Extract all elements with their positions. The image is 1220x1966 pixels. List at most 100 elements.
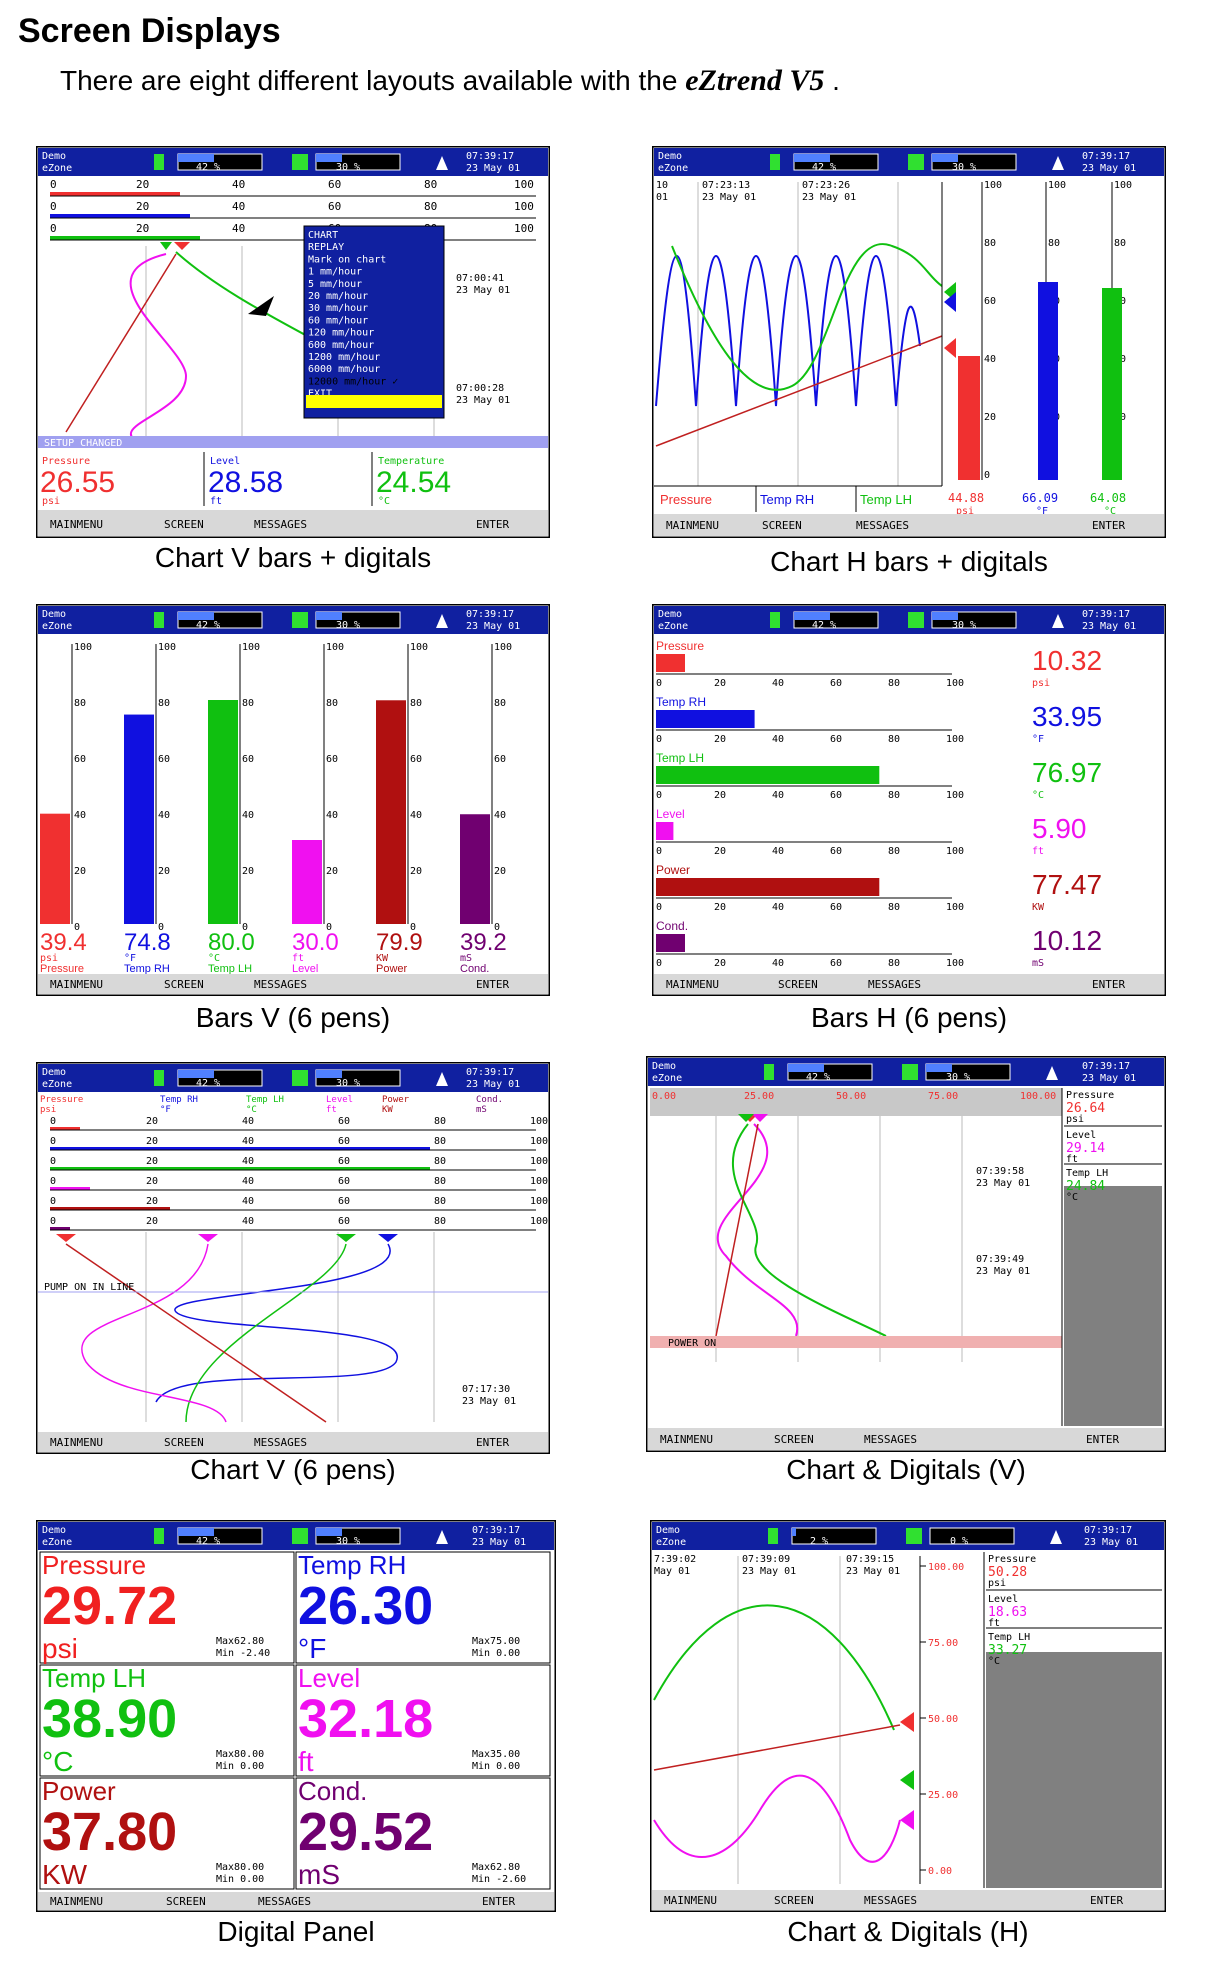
menu-item[interactable]: EXIT — [308, 389, 332, 400]
scale-label: 0 — [494, 922, 500, 933]
menu-item[interactable]: CHART — [308, 230, 338, 241]
scale-label: 100 — [946, 958, 964, 969]
scale-label: 80 — [242, 698, 254, 709]
svg-text:SCREEN: SCREEN — [762, 519, 802, 532]
scale-label: 0 — [656, 958, 662, 969]
svg-text:eZone: eZone — [658, 163, 688, 174]
menu-item[interactable]: 600 mm/hour — [308, 340, 374, 351]
svg-text:SCREEN: SCREEN — [166, 1895, 206, 1908]
svg-text:Level: Level — [988, 1594, 1018, 1605]
bar-label: Cond. — [656, 919, 688, 933]
cell-max: Max62.80 — [472, 1862, 520, 1873]
svg-text:07:00:28: 07:00:28 — [456, 383, 504, 394]
scale-label: 80 — [74, 698, 86, 709]
svg-text:23 May 01: 23 May 01 — [466, 163, 520, 174]
svg-text:MAINMENU: MAINMENU — [50, 978, 103, 991]
svg-text:MESSAGES: MESSAGES — [254, 978, 307, 991]
menu-item[interactable]: 20 mm/hour — [308, 291, 368, 302]
scale-label: 40 — [158, 810, 170, 821]
scale-label: 40 — [326, 810, 338, 821]
scale-label: 80 — [410, 698, 422, 709]
scale-label: 40 — [242, 1116, 254, 1127]
svg-text:0: 0 — [50, 178, 57, 191]
cell-unit: psi — [42, 1633, 78, 1664]
scale-label: 40 — [242, 1216, 254, 1227]
svg-text:07:39:49: 07:39:49 — [976, 1254, 1024, 1265]
scale-label: 50.00 — [836, 1091, 866, 1102]
scale-label: 60 — [338, 1136, 350, 1147]
bar-value: 30.0 — [292, 929, 339, 956]
scale-label: 80 — [326, 698, 338, 709]
svg-text:07:39:17: 07:39:17 — [472, 1525, 520, 1536]
bar-unit: mS — [460, 953, 472, 964]
cell-label: Power — [42, 1776, 116, 1806]
svg-text:100: 100 — [514, 178, 534, 191]
svg-text:Demo: Demo — [656, 1525, 680, 1536]
svg-text:Demo: Demo — [42, 151, 66, 162]
scale-label: 20 — [410, 866, 422, 877]
cell-unit: °F — [298, 1633, 326, 1664]
menu-item[interactable]: 12000 mm/hour ✓ — [308, 376, 398, 387]
menu-item[interactable]: 6000 mm/hour — [308, 364, 380, 375]
svg-text:ENTER: ENTER — [1090, 1894, 1123, 1907]
svg-text:23 May 01: 23 May 01 — [702, 192, 756, 203]
bar-unit: psi — [40, 953, 58, 964]
caption-panel-2: Chart H bars + digitals — [770, 546, 1048, 577]
svg-text:07:39:17: 07:39:17 — [1082, 151, 1130, 162]
cell-min: Min -2.40 — [216, 1648, 270, 1659]
softkey-bar[interactable]: MAINMENU SCREEN MESSAGES ENTER — [38, 510, 548, 536]
bar — [292, 840, 322, 924]
scale-label: 20 — [146, 1216, 158, 1227]
menu-item[interactable]: Mark on chart — [308, 254, 386, 265]
scale-label: 80 — [1114, 238, 1126, 249]
pen-value: 77.47 — [1032, 869, 1102, 900]
softkey-bar[interactable]: MAINMENU SCREEN MESSAGES ENTER — [648, 1428, 1164, 1450]
cell-min: Min -2.60 — [472, 1874, 526, 1885]
scale-label: 0 — [50, 1196, 56, 1207]
scale-label: 100 — [494, 642, 512, 653]
menu-item[interactable]: REPLAY — [308, 242, 344, 253]
scale-label: 100 — [946, 678, 964, 689]
svg-text:Demo: Demo — [42, 1525, 66, 1536]
softkey-bar[interactable]: MAINMENU SCREEN MESSAGES ENTER — [654, 514, 1164, 536]
svg-text:80: 80 — [424, 178, 437, 191]
scale-label: 100 — [946, 734, 964, 745]
softkey-bar[interactable]: MAINMENU SCREEN MESSAGES ENTER — [38, 1432, 548, 1452]
softkey-bar[interactable]: MAINMENU SCREEN MESSAGES ENTER — [38, 1892, 554, 1910]
menu-item[interactable]: 1 mm/hour — [308, 267, 362, 278]
softkey-bar[interactable]: MAINMENU SCREEN MESSAGES ENTER — [652, 1890, 1164, 1910]
pen-unit: °F — [160, 1105, 171, 1115]
menu-item[interactable]: 5 mm/hour — [308, 279, 362, 290]
menu-item[interactable]: 60 mm/hour — [308, 315, 368, 326]
svg-text:0: 0 — [50, 222, 57, 235]
menu-item[interactable]: 120 mm/hour — [308, 328, 374, 339]
svg-text:°C: °C — [1066, 1192, 1078, 1203]
svg-text:Temp LH: Temp LH — [860, 492, 912, 507]
softkey-bar[interactable]: MAINMENU SCREEN MESSAGES ENTER — [654, 974, 1164, 994]
svg-text:42 %: 42 % — [812, 162, 836, 173]
cell-value: 29.52 — [298, 1802, 433, 1862]
softkey-bar[interactable]: MAINMENU SCREEN MESSAGES ENTER — [38, 974, 548, 994]
pen-header: Level — [326, 1095, 353, 1105]
svg-text:42 %: 42 % — [196, 620, 220, 631]
cell-value: 38.90 — [42, 1689, 177, 1749]
bar-label: Pressure — [40, 963, 84, 975]
menu-item[interactable]: 30 mm/hour — [308, 303, 368, 314]
svg-text:28.58: 28.58 — [208, 466, 283, 499]
scale-label: 20 — [146, 1116, 158, 1127]
scale-label: 80 — [888, 902, 900, 913]
svg-text:eZone: eZone — [42, 1079, 72, 1090]
scale-label: 0 — [410, 922, 416, 933]
svg-text:ENTER: ENTER — [476, 1436, 509, 1449]
svg-text:eZone: eZone — [652, 1073, 682, 1084]
scale-label: 60 — [326, 754, 338, 765]
menu-item[interactable]: 1200 mm/hour — [308, 352, 380, 363]
pen-value: 33.95 — [1032, 701, 1102, 732]
scale-label: 0 — [984, 470, 990, 481]
scale-label: 20 — [714, 790, 726, 801]
cell-max: Max35.00 — [472, 1749, 520, 1760]
svg-text:42 %: 42 % — [196, 162, 220, 173]
scale-label: 60 — [338, 1156, 350, 1167]
